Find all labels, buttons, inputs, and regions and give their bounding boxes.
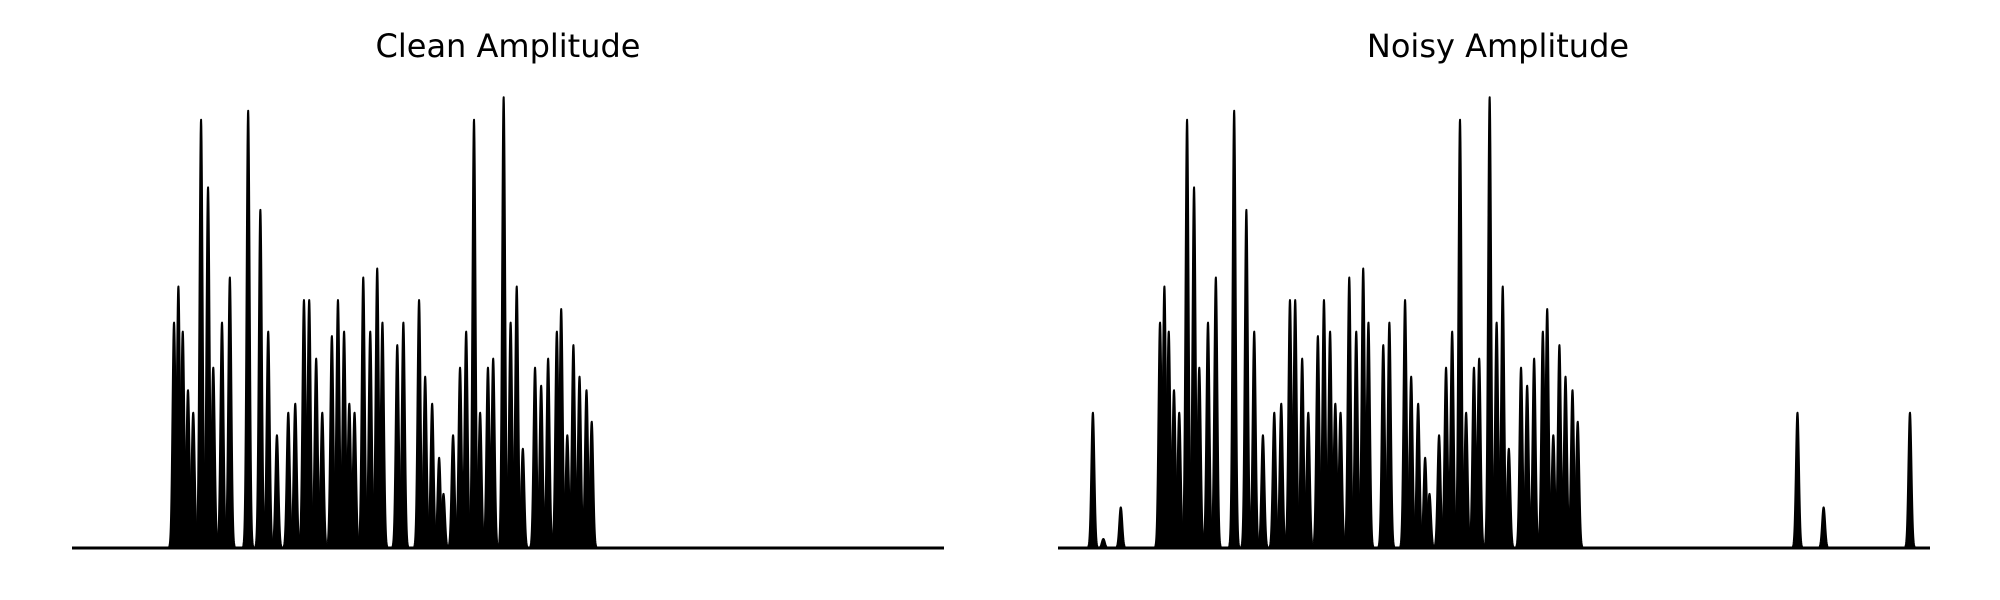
amplitude-peak: [1483, 96, 1496, 549]
amplitude-peak: [397, 321, 410, 549]
amplitude-peak: [1086, 411, 1100, 549]
clean-amplitude-title: Clean Amplitude: [376, 27, 641, 65]
amplitude-peak: [1114, 506, 1127, 549]
clean-amplitude-plot: [72, 96, 944, 550]
amplitude-peak: [1240, 208, 1253, 549]
amplitude-peak: [215, 321, 229, 549]
amplitude-peak: [1502, 447, 1516, 549]
amplitude-peak: [1571, 420, 1584, 549]
amplitude-peak: [1227, 109, 1241, 549]
amplitude-peak: [376, 321, 389, 549]
amplitude-peak: [1817, 506, 1830, 549]
amplitude-peak: [1097, 537, 1110, 549]
amplitude-peak: [1903, 411, 1917, 549]
amplitude-peak: [1302, 411, 1315, 549]
amplitude-peak: [316, 411, 329, 549]
amplitude-peak: [486, 357, 500, 549]
amplitude-peak: [1423, 492, 1436, 549]
noisy-amplitude-title: Noisy Amplitude: [1367, 27, 1629, 65]
amplitude-peak: [541, 357, 555, 549]
amplitude-peak: [1527, 357, 1541, 549]
amplitude-peak: [1275, 402, 1288, 549]
amplitude-peak: [1472, 357, 1486, 549]
amplitude-peak: [223, 276, 237, 549]
clean-amplitude-panel: Clean Amplitude: [72, 27, 944, 550]
amplitude-peak: [241, 109, 255, 549]
amplitude-peak: [1383, 321, 1396, 549]
amplitude-peak: [1209, 276, 1223, 549]
amplitude-peak: [1791, 411, 1804, 549]
amplitude-peak: [1248, 330, 1261, 549]
amplitude-peak: [497, 96, 510, 549]
amplitude-peak: [262, 330, 275, 549]
noisy-amplitude-panel: Noisy Amplitude: [1058, 27, 1930, 550]
amplitude-peak: [289, 402, 302, 549]
noisy-amplitude-plot: [1058, 96, 1930, 550]
amplitude-peak: [516, 447, 530, 549]
amplitude-peak: [437, 492, 450, 549]
amplitude-peak: [1201, 321, 1215, 549]
amplitude-peak: [585, 420, 598, 549]
amplitude-peak: [1256, 434, 1270, 549]
amplitude-peak: [1193, 366, 1206, 549]
amplitude-peak: [270, 434, 284, 549]
amplitude-peak: [1362, 321, 1375, 549]
amplitude-peak: [207, 366, 220, 549]
amplitude-peak: [254, 208, 267, 549]
